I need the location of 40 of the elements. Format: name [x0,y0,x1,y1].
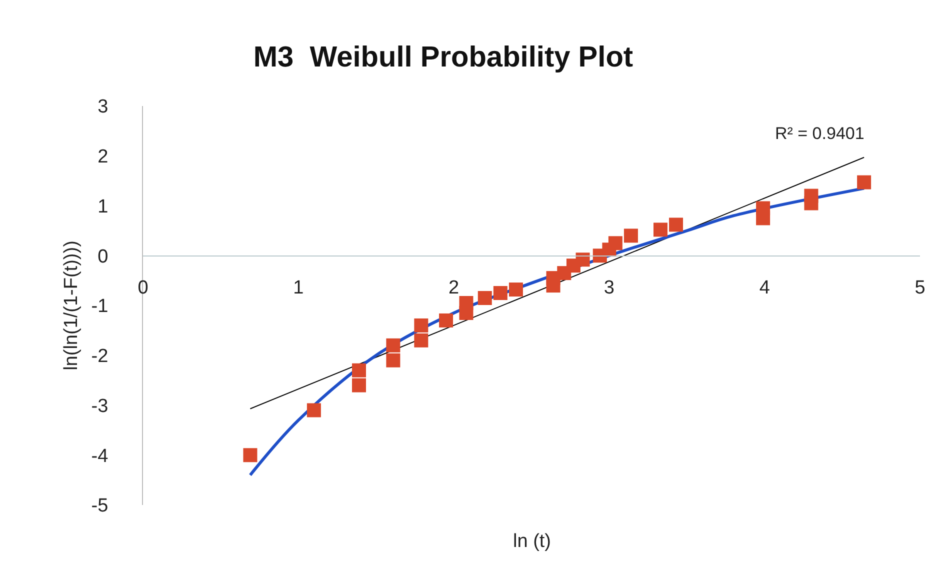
y-tick-label: -3 [91,396,108,417]
point [508,282,523,297]
point [386,353,400,368]
point [576,252,590,267]
point [414,333,428,348]
point [352,378,366,392]
point [459,296,474,310]
x-axis-title: ln (t) [513,531,551,552]
x-tick-label: 3 [604,277,614,298]
point [804,188,818,203]
y-tick-label: 3 [98,96,108,118]
x-tick-label: 1 [293,277,304,298]
point [624,228,638,243]
y-tick-label: 1 [98,196,108,218]
point [386,338,400,352]
x-tick-label: 5 [914,277,926,298]
annotation: R² = 0.9401 [775,124,864,143]
y-tick-label: -4 [91,446,109,467]
y-tick-label: -1 [91,296,108,318]
x-tick-label: 2 [448,277,460,298]
point [653,222,668,237]
point [857,175,872,190]
point [306,403,321,418]
y-tick-label: -5 [91,496,108,517]
chart-title: M3 Weibull Probability Plot [253,41,634,74]
point [478,291,492,306]
y-axis-title: ln(ln(1/(1-F(t)))) [61,240,82,370]
x-tick-label: 0 [138,277,148,298]
point [352,363,366,378]
point [243,448,258,462]
point [493,286,508,300]
point [414,318,428,332]
y-tick-label: -2 [91,346,108,368]
point [608,236,622,250]
point [756,201,770,216]
y-tick-label: 0 [98,246,108,268]
point [669,218,684,232]
x-tick-label: 4 [759,277,770,298]
point [439,313,454,328]
y-tick-label: 2 [98,146,108,168]
